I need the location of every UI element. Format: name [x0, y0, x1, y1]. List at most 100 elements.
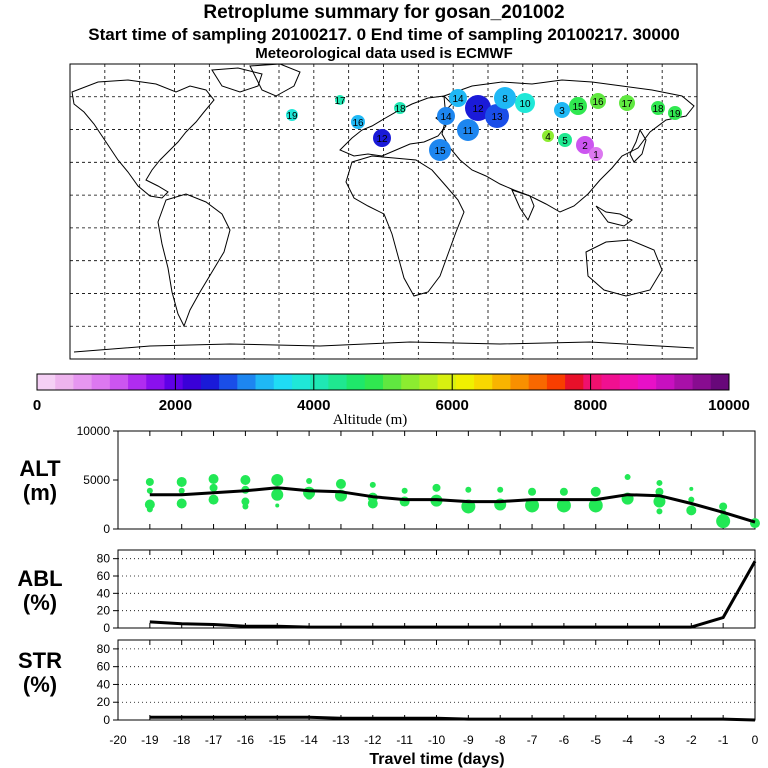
plume-cluster-marker	[335, 95, 345, 105]
colorbar-swatch	[528, 374, 548, 390]
plume-cluster-label: 14	[452, 94, 464, 105]
plume-cluster-label: 11	[463, 126, 474, 137]
plume-cluster-marker	[542, 130, 554, 142]
x-tick-label: -7	[527, 733, 538, 747]
colorbar-swatch	[164, 374, 184, 390]
alt-particle-point	[401, 487, 408, 494]
str-y-tick-label: 40	[97, 677, 111, 691]
colorbar-swatch	[492, 374, 511, 390]
alt-particle-point	[146, 506, 153, 513]
plume-cluster-label: 15	[434, 146, 446, 157]
str-y-tick-label: 20	[97, 695, 111, 709]
str-panel: 80 60 40 20 0	[97, 639, 756, 727]
chart-title: Retroplume summary for gosan_201002	[203, 2, 565, 23]
abl-panel-unit: (%)	[23, 590, 57, 615]
colorbar-swatch	[273, 374, 293, 390]
alt-series-line	[149, 486, 756, 524]
alt-y-tick-label: 5000	[83, 473, 110, 487]
plume-cluster-marker	[515, 93, 535, 113]
plume-cluster-label: 17	[621, 99, 633, 110]
colorbar-swatch	[710, 374, 730, 390]
x-tick-label: -2	[686, 733, 697, 747]
x-tick-label: -1	[718, 733, 729, 747]
alt-particle-point	[271, 474, 284, 486]
colorbar-swatch	[692, 374, 712, 390]
colorbar-swatch	[291, 374, 311, 390]
alt-particle-point	[275, 503, 280, 508]
colorbar-swatch	[656, 374, 675, 390]
plume-cluster-label: 16	[352, 118, 364, 129]
x-tick-label: -11	[396, 733, 413, 747]
plume-cluster-marker	[485, 104, 509, 128]
alt-panel-unit: (m)	[23, 480, 57, 505]
plume-cluster-marker	[465, 95, 491, 121]
colorbar-tick-label: 0	[33, 397, 41, 414]
plume-cluster-marker	[437, 107, 455, 125]
alt-particle-point	[369, 481, 376, 488]
alt-particle-point	[242, 503, 249, 510]
x-tick-label: 0	[752, 733, 759, 747]
alt-particle-point	[306, 477, 313, 484]
plume-cluster-label: 1	[593, 150, 599, 161]
plume-cluster-marker	[351, 115, 365, 129]
colorbar-swatch	[601, 374, 621, 390]
plume-cluster-marker	[286, 109, 298, 121]
alt-panel: 10000 5000 0	[77, 424, 760, 536]
colorbar-swatch	[328, 374, 348, 390]
colorbar-swatch	[674, 374, 694, 390]
x-tick-label: -12	[364, 733, 382, 747]
str-series-line	[149, 715, 756, 722]
plume-cluster-marker	[589, 147, 603, 161]
str-panel-unit: (%)	[23, 672, 57, 697]
plume-cluster-label: 19	[286, 111, 298, 122]
plume-cluster-label: 16	[592, 97, 604, 108]
str-panel-label: STR	[18, 648, 62, 673]
alt-particle-point	[497, 486, 504, 493]
str-y-tick-label: 0	[103, 713, 110, 727]
alt-y-tick-label: 10000	[77, 424, 111, 438]
colorbar-swatch	[109, 374, 129, 390]
colorbar-label: Altitude (m)	[333, 412, 408, 428]
colorbar-tick-label: 10000	[708, 397, 750, 414]
alt-particle-point	[556, 498, 571, 513]
x-tick-label: -3	[654, 733, 665, 747]
sampling-time-line: Start time of sampling 20100217. 0 End t…	[88, 25, 680, 44]
colorbar-swatch	[565, 374, 584, 390]
x-axis-label: Travel time (days)	[369, 751, 504, 768]
alt-particle-point	[145, 477, 154, 486]
x-tick-label: -8	[495, 733, 506, 747]
colorbar-tick-label: 6000	[436, 397, 469, 414]
alt-particle-point	[525, 498, 540, 513]
colorbar-swatch	[73, 374, 93, 390]
str-y-tick-label: 60	[97, 660, 111, 674]
colorbar-swatch	[200, 374, 220, 390]
colorbar-swatch	[474, 374, 493, 390]
colorbar-swatch	[91, 374, 111, 390]
abl-y-tick-label: 60	[97, 569, 111, 583]
colorbar-swatch	[583, 374, 603, 390]
colorbar-swatch	[146, 374, 165, 390]
alt-particle-point	[178, 487, 185, 494]
colorbar-swatch	[37, 374, 56, 390]
str-panel-frame	[117, 639, 756, 721]
alt-particle-point	[624, 474, 631, 481]
plume-cluster-label: 15	[572, 102, 584, 113]
alt-particle-point	[146, 487, 153, 494]
alt-particle-point	[208, 474, 219, 485]
colorbar-swatch	[55, 374, 74, 390]
x-tick-label: -4	[622, 733, 633, 747]
plume-cluster-label: 3	[559, 106, 565, 117]
abl-y-tick-label: 40	[97, 586, 111, 600]
plume-cluster-label: 17	[334, 96, 346, 107]
alt-particle-point	[305, 491, 314, 500]
colorbar-swatch	[364, 374, 384, 390]
alt-particle-point	[653, 495, 666, 508]
plume-cluster-marker	[429, 139, 451, 161]
colorbar-swatch	[182, 374, 202, 390]
plume-cluster-label: 18	[652, 104, 664, 115]
colorbar-swatch	[255, 374, 275, 390]
colorbar-swatch	[419, 374, 439, 390]
plume-cluster-label: 14	[440, 112, 452, 123]
alt-particle-point	[176, 498, 187, 509]
